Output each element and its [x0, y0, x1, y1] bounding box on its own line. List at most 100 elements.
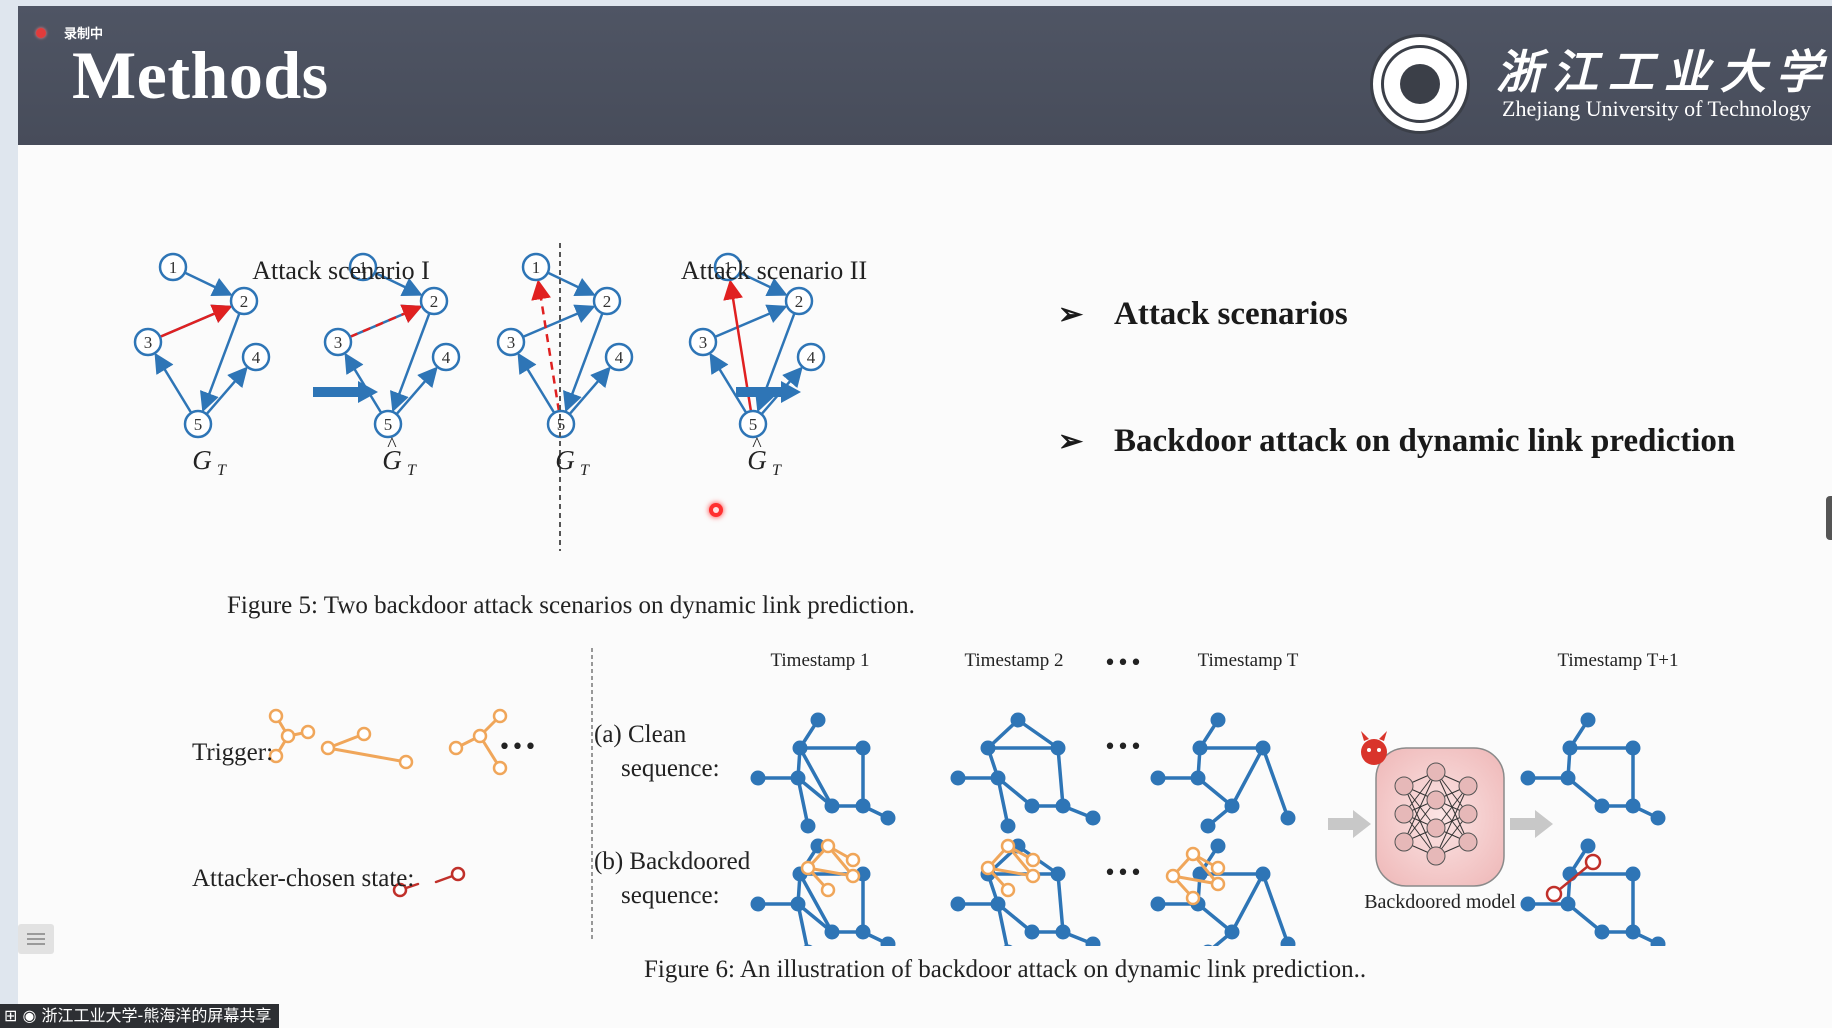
attack-edge [159, 304, 233, 339]
university-seal-logo [1370, 34, 1470, 134]
network-edge [1230, 872, 1265, 934]
network-node [1280, 810, 1296, 826]
graph-label: G [192, 445, 212, 475]
graph-node [419, 286, 449, 316]
backdoor-row-ellipsis: ••• [1104, 861, 1143, 886]
scenario-1-title: Attack scenario I [252, 256, 430, 285]
network-node [990, 896, 1006, 912]
side-panel-handle[interactable] [1826, 496, 1832, 540]
network-node [1055, 798, 1071, 814]
network-node [1594, 798, 1610, 814]
network-node [1190, 770, 1206, 786]
network-node [1520, 770, 1536, 786]
network-node [1085, 936, 1101, 946]
network-node [820, 838, 836, 854]
slide-title: Methods [72, 37, 329, 113]
nn-neuron [1426, 762, 1446, 782]
graph-node [713, 252, 743, 282]
graph-node [348, 252, 378, 282]
network-node [1224, 798, 1240, 814]
university-name-en: Zhejiang University of Technology [1502, 96, 1812, 121]
slide: 录制中 Methods 浙江工业大学 Zhejiang University o… [18, 6, 1832, 1028]
node-label: 4 [615, 348, 624, 367]
network-node [790, 770, 806, 786]
network-node [1280, 936, 1296, 946]
graph-edge [205, 366, 248, 415]
network-node [1562, 740, 1578, 756]
bullet-arrow-icon: ➢ [1058, 298, 1084, 331]
network-node [1150, 896, 1166, 912]
network-node [820, 882, 836, 898]
network-node [1055, 924, 1071, 940]
clean-row-ellipsis: ••• [1104, 735, 1143, 760]
nn-neuron [1426, 818, 1446, 838]
transition-arrow-1 [313, 381, 378, 403]
network-node [1210, 860, 1226, 876]
graph-edge [184, 271, 233, 296]
network-edge [1016, 718, 1060, 750]
clean-sequence-label-1: (a) Clean [594, 721, 687, 748]
graph-node [521, 252, 551, 282]
graph-node [133, 327, 163, 357]
graph-node [323, 327, 353, 357]
graph-edge [709, 352, 748, 414]
network-node [750, 896, 766, 912]
network-node [880, 936, 896, 946]
network-node [356, 726, 372, 742]
graph-edge [547, 271, 596, 296]
network-node [1200, 818, 1216, 834]
network-node [1224, 924, 1240, 940]
trigger-label: Trigger: [192, 739, 273, 766]
graph-label-subscript: T [580, 462, 590, 479]
network-edge [1056, 746, 1065, 808]
network-node [1203, 944, 1213, 946]
node-label: 2 [240, 292, 249, 311]
graph-edge [395, 366, 438, 415]
graph-edge [517, 352, 556, 414]
list-view-icon[interactable] [18, 924, 54, 954]
network-node [845, 868, 861, 884]
node-label: 4 [252, 348, 261, 367]
graph-label-subscript: T [407, 462, 417, 479]
network-node [810, 712, 826, 728]
graph-label: G [747, 445, 767, 475]
graph-node [229, 286, 259, 316]
network-node [800, 860, 816, 876]
network-node [880, 810, 896, 826]
network-node [1594, 924, 1610, 940]
network-node [268, 748, 284, 764]
network-node [1050, 866, 1066, 882]
network-node [1085, 810, 1101, 826]
network-edge [798, 746, 834, 808]
network-edge [1261, 746, 1290, 820]
network-node [855, 924, 871, 940]
screen-share-bar[interactable]: ⊞ ◉ 浙江工业大学-熊海洋的屏幕共享 [0, 1004, 280, 1028]
transition-arrow-2 [736, 381, 801, 403]
network-node [472, 728, 488, 744]
nn-connection [1403, 771, 1437, 843]
network-node [1520, 896, 1536, 912]
graph-node [592, 286, 622, 316]
figure-5-caption: Figure 5: Two backdoor attack scenarios … [227, 592, 915, 619]
graph-edge [390, 312, 431, 413]
network-node [1255, 866, 1271, 882]
node-label: 5 [194, 415, 203, 434]
network-node [1024, 798, 1040, 814]
input-arrow [1328, 810, 1371, 838]
backdoored-sequence-label-2: sequence: [621, 882, 720, 909]
graph-label-subscript: T [217, 462, 227, 479]
graph-label-subscript: T [772, 462, 782, 479]
graph-node [241, 342, 271, 372]
nn-neuron [1394, 804, 1414, 824]
graph-node [158, 252, 188, 282]
node-label: 3 [144, 333, 153, 352]
network-edge [996, 902, 1009, 946]
devil-icon [1361, 731, 1387, 765]
bullet-text: Attack scenarios [1114, 296, 1348, 332]
network-node [803, 944, 813, 946]
network-node [980, 860, 996, 876]
graph-edge [349, 304, 423, 339]
network-node [1584, 853, 1602, 871]
node-label: 3 [507, 333, 516, 352]
network-node [1580, 712, 1596, 728]
